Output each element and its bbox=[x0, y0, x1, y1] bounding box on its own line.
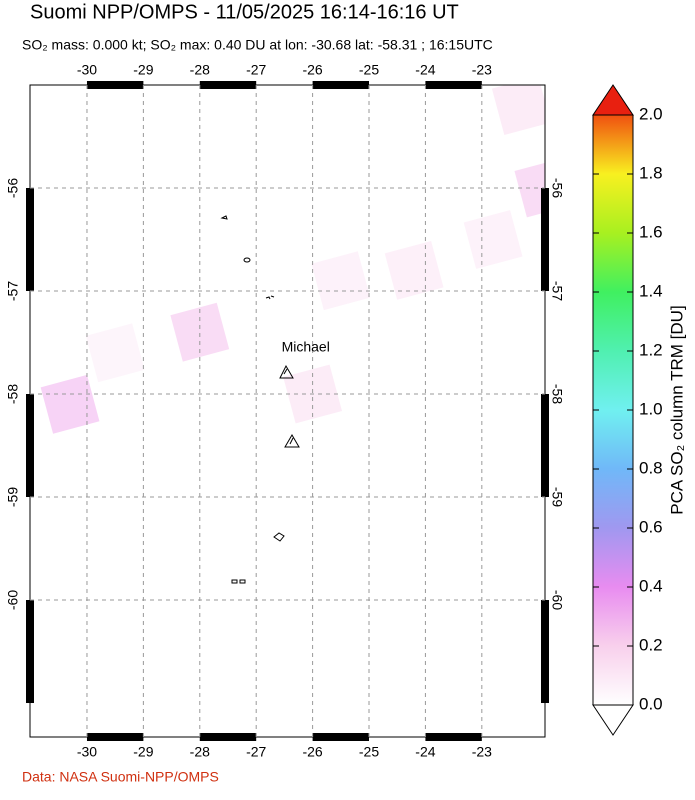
frame-bar bbox=[26, 188, 34, 292]
chart-title: Suomi NPP/OMPS - 11/05/2025 16:14-16:16 … bbox=[30, 1, 459, 23]
colorbar-tick-label: 1.4 bbox=[639, 281, 663, 300]
colorbar-under bbox=[592, 704, 634, 736]
x-tick-label: -29 bbox=[133, 744, 153, 760]
footer: Data: NASA Suomi-NPP/OMPS bbox=[22, 769, 219, 785]
y-tick-label: -58 bbox=[549, 384, 565, 404]
frame-bar bbox=[425, 733, 482, 741]
x-tick-label: -27 bbox=[246, 744, 266, 760]
frame-bar bbox=[86, 81, 144, 89]
so2-pixel bbox=[40, 374, 100, 434]
y-tick-label: -56 bbox=[5, 178, 21, 198]
frame-bar bbox=[425, 81, 482, 89]
so2-pixel bbox=[311, 251, 371, 311]
frame-bar bbox=[199, 81, 257, 89]
colorbar-tick-label: 0.6 bbox=[639, 517, 663, 536]
colorbar-tick-label: 0.2 bbox=[639, 635, 663, 654]
frame-bar bbox=[541, 600, 549, 704]
so2-pixel bbox=[491, 85, 545, 135]
map bbox=[40, 85, 545, 434]
y-tick-label: -59 bbox=[549, 487, 565, 507]
y-tick-label: -60 bbox=[5, 590, 21, 610]
y-tick-label: -56 bbox=[549, 178, 565, 198]
y-tick-label: -57 bbox=[5, 281, 21, 301]
frame-bar bbox=[86, 733, 144, 741]
colorbar-tick-label: 2.0 bbox=[639, 104, 663, 123]
so2-pixel bbox=[384, 241, 444, 300]
x-tick-label: -29 bbox=[133, 62, 153, 78]
x-tick-label: -23 bbox=[472, 62, 492, 78]
frame-bar bbox=[26, 600, 34, 704]
x-tick-label: -26 bbox=[302, 744, 322, 760]
colorbar-tick-label: 1.6 bbox=[639, 222, 663, 241]
x-tick-label: -25 bbox=[359, 62, 379, 78]
x-tick-label: -27 bbox=[246, 62, 266, 78]
colorbar-tick-label: 1.0 bbox=[639, 399, 663, 418]
so2-pixel bbox=[463, 210, 523, 269]
x-tick-label: -30 bbox=[77, 744, 97, 760]
colorbar-tick-label: 0.8 bbox=[639, 458, 663, 477]
colorbar-over bbox=[592, 84, 634, 116]
x-tick-label: -25 bbox=[359, 744, 379, 760]
so2-pixel bbox=[170, 302, 230, 362]
y-tick-label: -60 bbox=[549, 590, 565, 610]
colorbar-tick-label: 1.2 bbox=[639, 340, 663, 359]
x-tick-label: -24 bbox=[415, 62, 435, 78]
x-tick-label: -28 bbox=[190, 744, 210, 760]
x-tick-label: -30 bbox=[77, 62, 97, 78]
so2-pixel bbox=[85, 323, 145, 383]
frame-bar bbox=[312, 81, 370, 89]
islands bbox=[220, 215, 300, 584]
frame-bar bbox=[541, 394, 549, 498]
frame-bar bbox=[541, 188, 549, 292]
frame-bar bbox=[199, 733, 257, 741]
x-tick-label: -24 bbox=[415, 744, 435, 760]
annotation: Michael bbox=[282, 338, 330, 354]
y-tick-label: -58 bbox=[5, 384, 21, 404]
frame-bar bbox=[26, 394, 34, 498]
frame-bar bbox=[312, 733, 370, 741]
map-frame bbox=[29, 84, 546, 738]
colorbar-tick-label: 1.8 bbox=[639, 163, 663, 182]
x-tick-label: -23 bbox=[472, 744, 492, 760]
y-tick-label: -59 bbox=[5, 487, 21, 507]
x-tick-label: -28 bbox=[190, 62, 210, 78]
y-tick-label: -57 bbox=[549, 281, 565, 301]
subtitle: SO₂ mass: 0.000 kt; SO₂ max: 0.40 DU at … bbox=[22, 37, 493, 53]
colorbar-tick-label: 0.0 bbox=[639, 694, 663, 713]
colorbar-label: PCA SO₂ column TRM [DU] bbox=[667, 305, 686, 514]
x-tick-label: -26 bbox=[302, 62, 322, 78]
colorbar-tick-label: 0.4 bbox=[639, 576, 663, 595]
